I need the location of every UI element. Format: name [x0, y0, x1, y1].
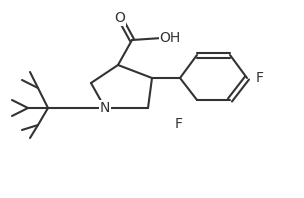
Text: OH: OH [159, 31, 181, 45]
Text: O: O [115, 11, 126, 25]
Text: F: F [256, 71, 264, 85]
Text: N: N [100, 101, 110, 115]
Text: F: F [175, 117, 183, 131]
